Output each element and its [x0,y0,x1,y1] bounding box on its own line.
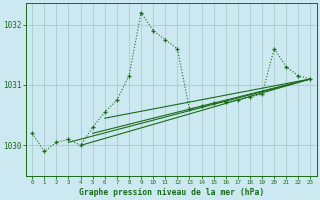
X-axis label: Graphe pression niveau de la mer (hPa): Graphe pression niveau de la mer (hPa) [79,188,264,197]
